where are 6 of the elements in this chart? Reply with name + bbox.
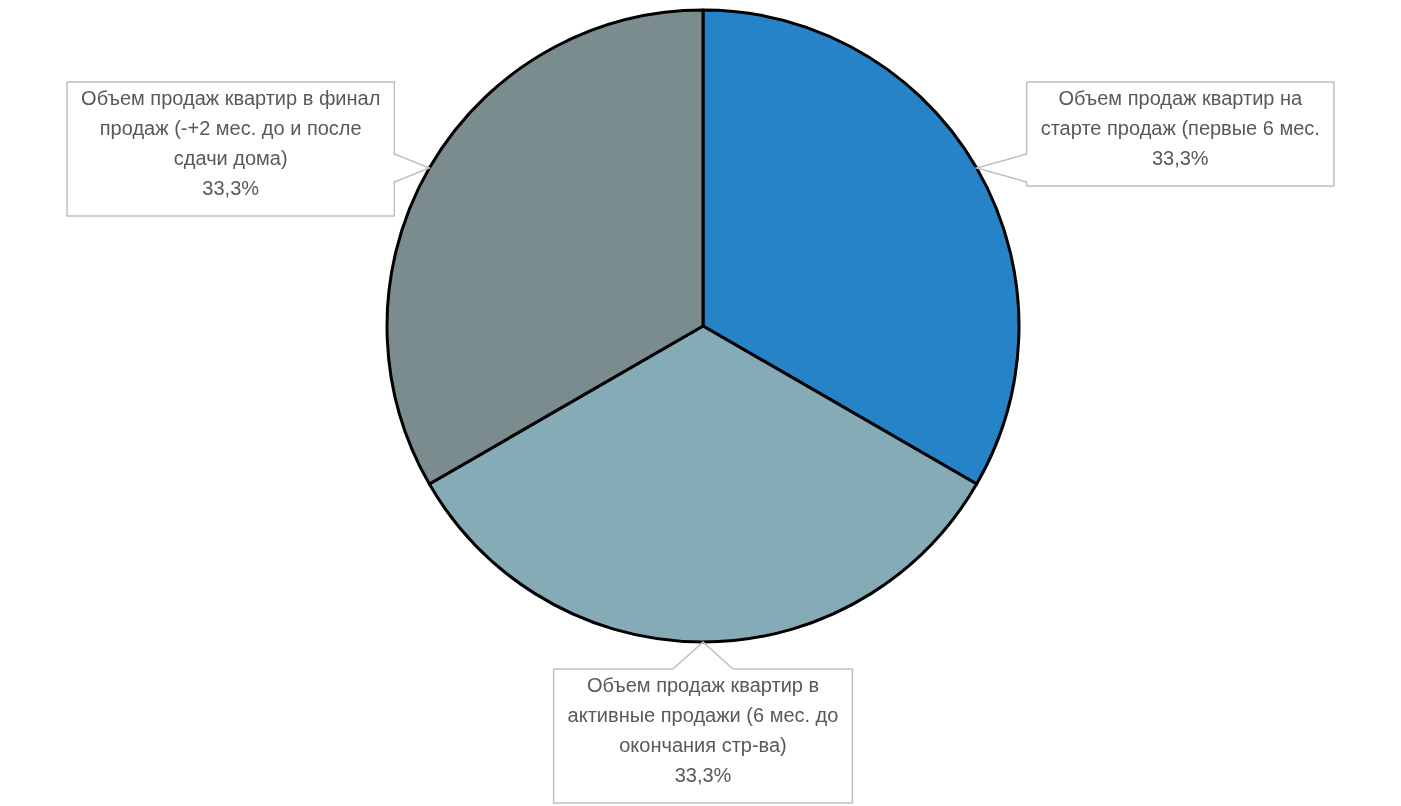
slice-label: Объем продаж квартир на старте продаж (первые 6 мес. bbox=[1040, 87, 1320, 139]
data-label: 33,3% bbox=[1151, 147, 1209, 169]
data-label: 33,3% bbox=[674, 764, 732, 786]
data-label: 33,3% bbox=[202, 177, 260, 199]
slice-label: Объем продаж квартир в активные продажи (6 мес. до окончания стр-ва) bbox=[567, 674, 839, 756]
slice-label: Объем продаж квартир в финал продаж (-+2 мес. до и после сдачи дома) bbox=[81, 87, 381, 169]
